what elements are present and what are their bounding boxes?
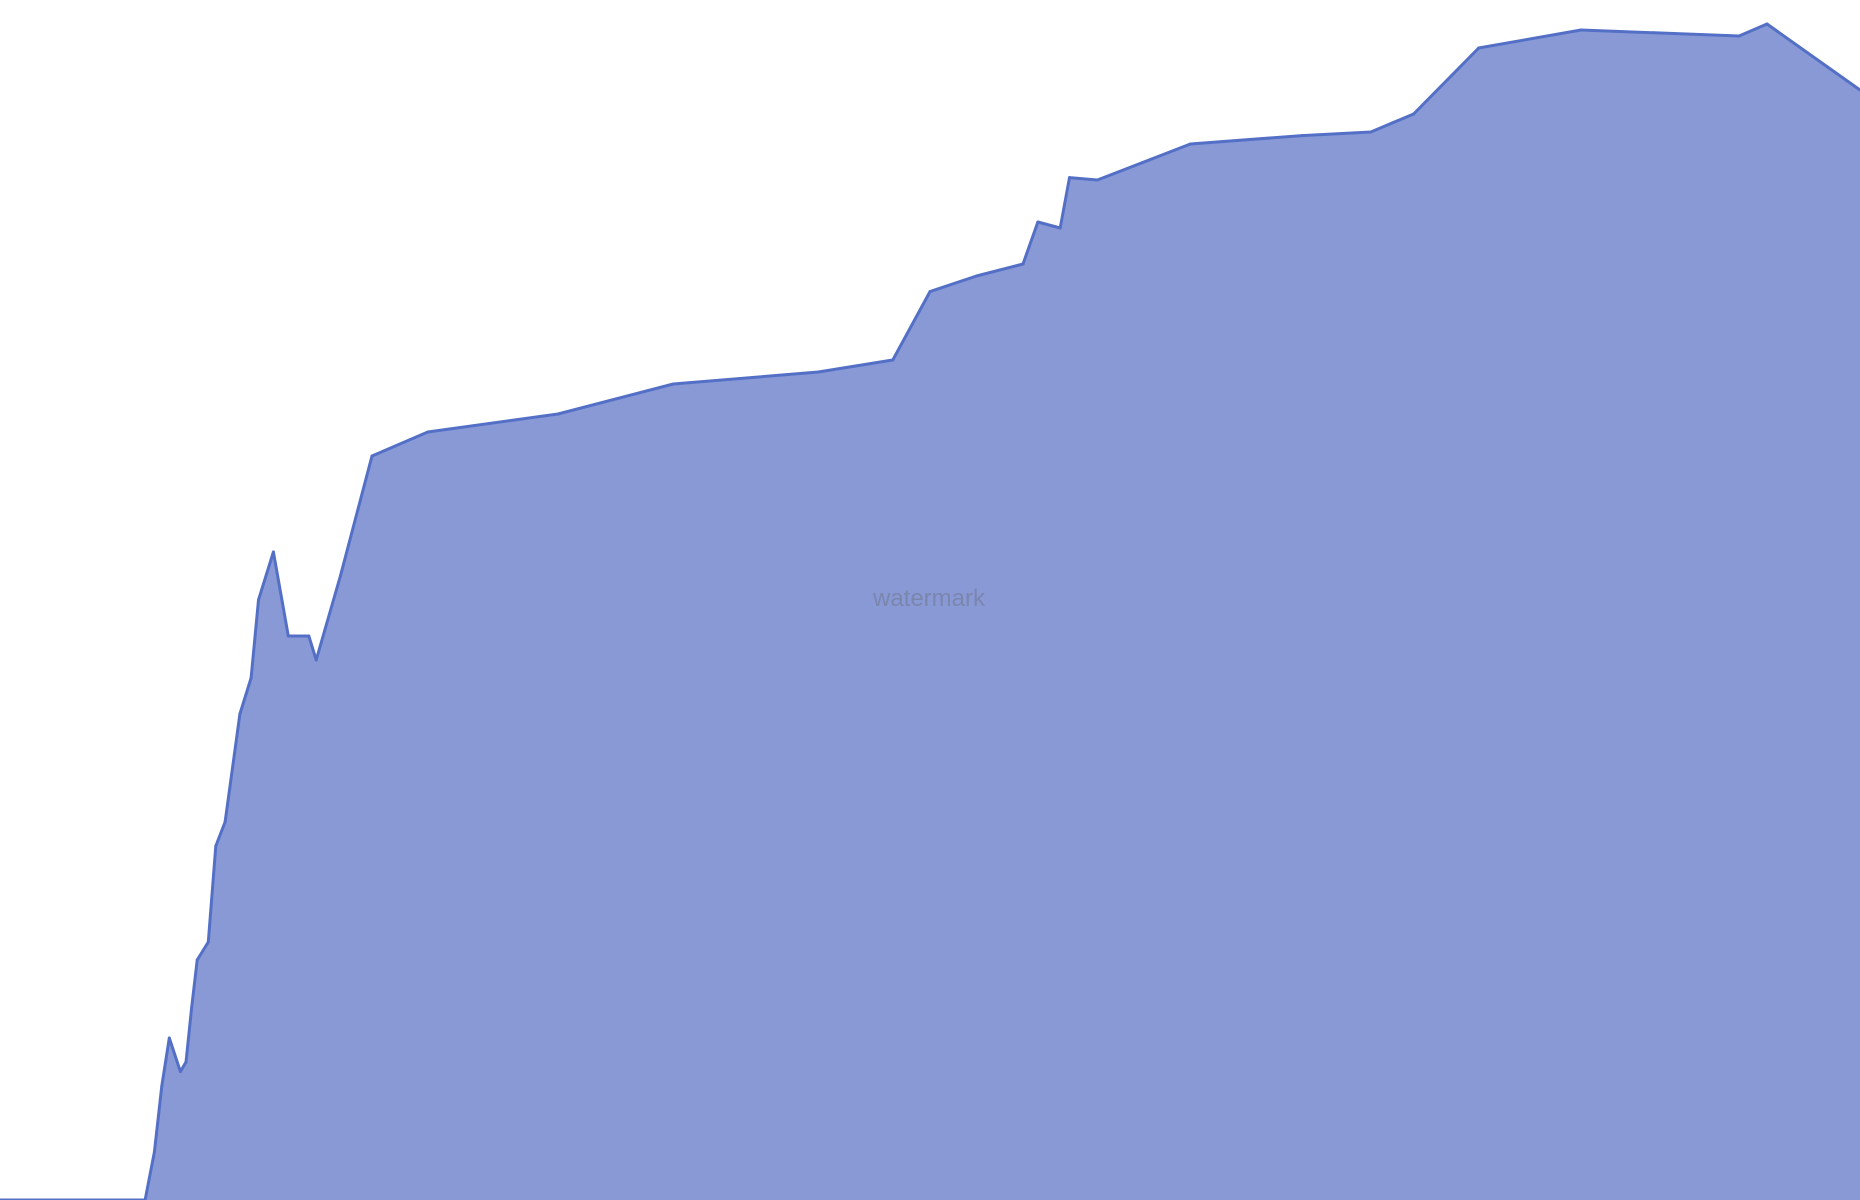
data-point-15 [271,550,275,554]
data-point-11 [223,820,227,824]
data-point-17 [307,634,311,638]
data-point-24 [816,370,820,374]
data-point-16 [286,634,290,638]
data-point-40 [1765,22,1769,26]
data-point-33 [1188,142,1192,146]
data-point-6 [184,1060,188,1064]
data-point-30 [1058,226,1062,230]
data-point-36 [1412,112,1416,116]
data-point-23 [671,382,675,386]
watermark-text: watermark [872,585,986,612]
data-point-4 [167,1036,171,1040]
data-point-18 [314,658,318,662]
data-point-8 [195,958,199,962]
data-point-25 [891,358,895,362]
data-point-37 [1477,46,1481,50]
data-point-22 [556,412,560,416]
data-point-28 [1021,262,1025,266]
data-point-7 [190,1006,194,1010]
data-point-14 [257,598,260,602]
series-line [0,22,1860,1200]
data-point-32 [1095,178,1099,182]
series-area-fill [0,24,1860,1200]
data-point-34 [1300,134,1304,138]
data-point-3 [160,1084,164,1088]
data-point-21 [426,430,430,434]
data-point-38 [1579,28,1583,32]
data-point-26 [928,290,932,294]
data-point-39 [1737,34,1741,38]
data-point-19 [338,574,342,578]
data-point-10 [214,844,218,848]
data-point-27 [975,274,978,278]
plot-area [0,22,1860,1200]
data-point-31 [1068,176,1071,180]
data-point-29 [1036,220,1040,224]
data-point-12 [238,712,242,716]
data-point-9 [206,940,210,944]
data-points [0,22,1860,1200]
data-point-13 [249,676,253,680]
data-point-2 [152,1150,156,1154]
data-point-35 [1369,130,1373,134]
data-point-5 [178,1070,182,1074]
data-point-20 [370,454,374,458]
